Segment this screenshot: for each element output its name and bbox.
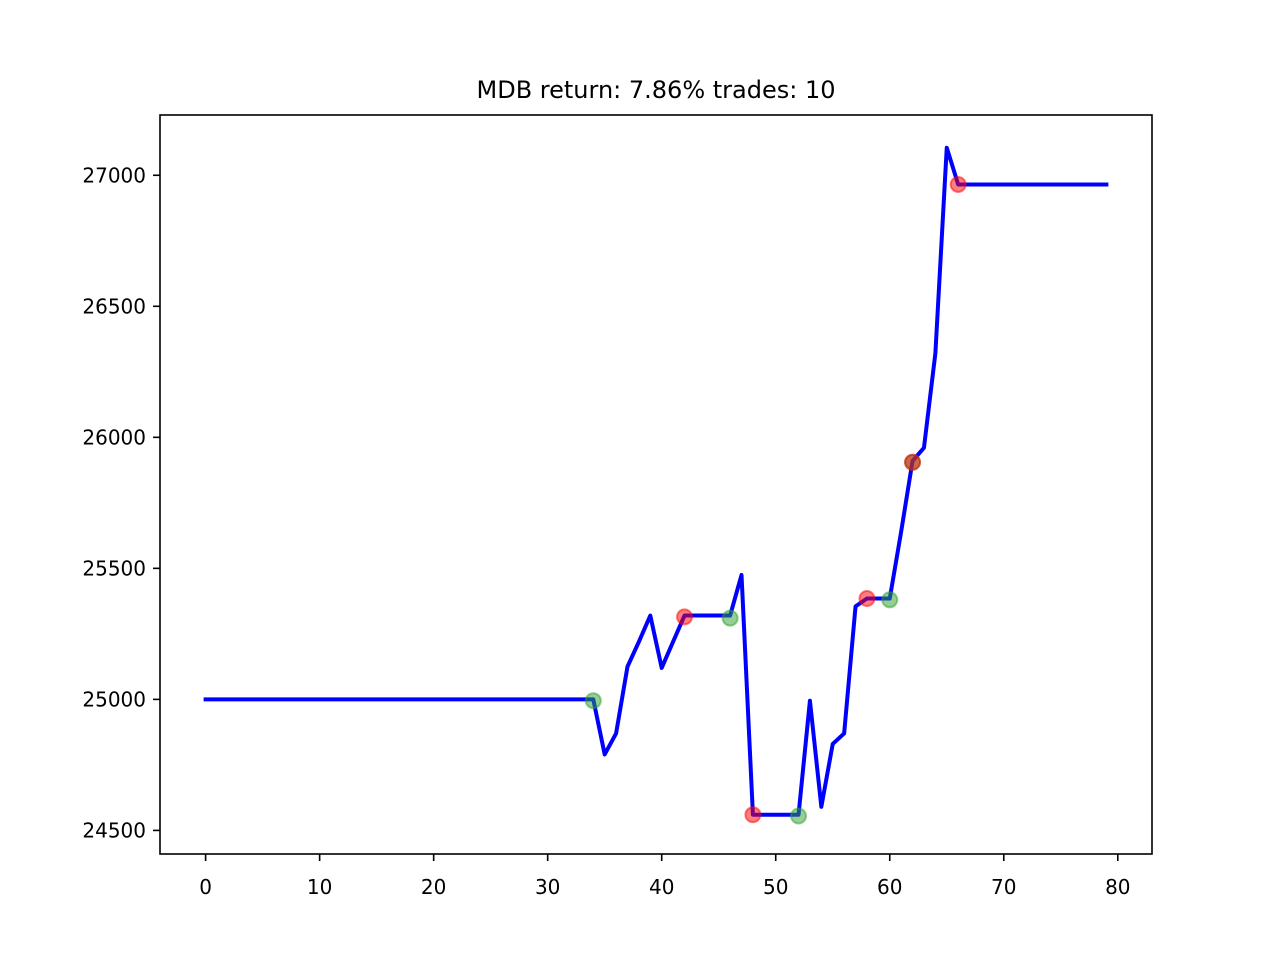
sell-trade-marker — [858, 589, 876, 607]
x-tick-label: 50 — [763, 875, 788, 899]
y-tick-label: 26000 — [82, 425, 146, 449]
y-tick-label: 25500 — [82, 556, 146, 580]
y-tick-label: 26500 — [82, 294, 146, 318]
sell-trade-marker — [744, 806, 762, 824]
buy-trade-marker — [584, 692, 602, 710]
x-tick-label: 60 — [877, 875, 902, 899]
sell-trade-marker — [904, 453, 922, 471]
x-tick-label: 70 — [991, 875, 1016, 899]
x-tick-label: 80 — [1105, 875, 1130, 899]
y-tick-label: 24500 — [82, 818, 146, 842]
buy-trade-marker — [790, 807, 808, 825]
y-tick-label: 25000 — [82, 687, 146, 711]
plot-area — [203, 145, 1109, 825]
buy-trade-marker — [881, 591, 899, 609]
x-tick-label: 20 — [421, 875, 446, 899]
y-axis: 24500 25000 25500 26000 26500 27000 — [82, 163, 160, 842]
y-tick-label: 27000 — [82, 163, 146, 187]
x-tick-label: 10 — [307, 875, 332, 899]
x-tick-label: 40 — [649, 875, 674, 899]
plot-frame — [159, 114, 1153, 855]
x-tick-label: 30 — [535, 875, 560, 899]
x-tick-label: 0 — [199, 875, 212, 899]
buy-trade-marker — [721, 609, 739, 627]
x-axis: 0 10 20 30 40 50 60 70 80 — [199, 854, 1131, 899]
chart-title: MDB return: 7.86% trades: 10 — [477, 76, 836, 104]
sell-trade-marker — [676, 608, 694, 626]
sell-trade-marker — [949, 175, 967, 193]
